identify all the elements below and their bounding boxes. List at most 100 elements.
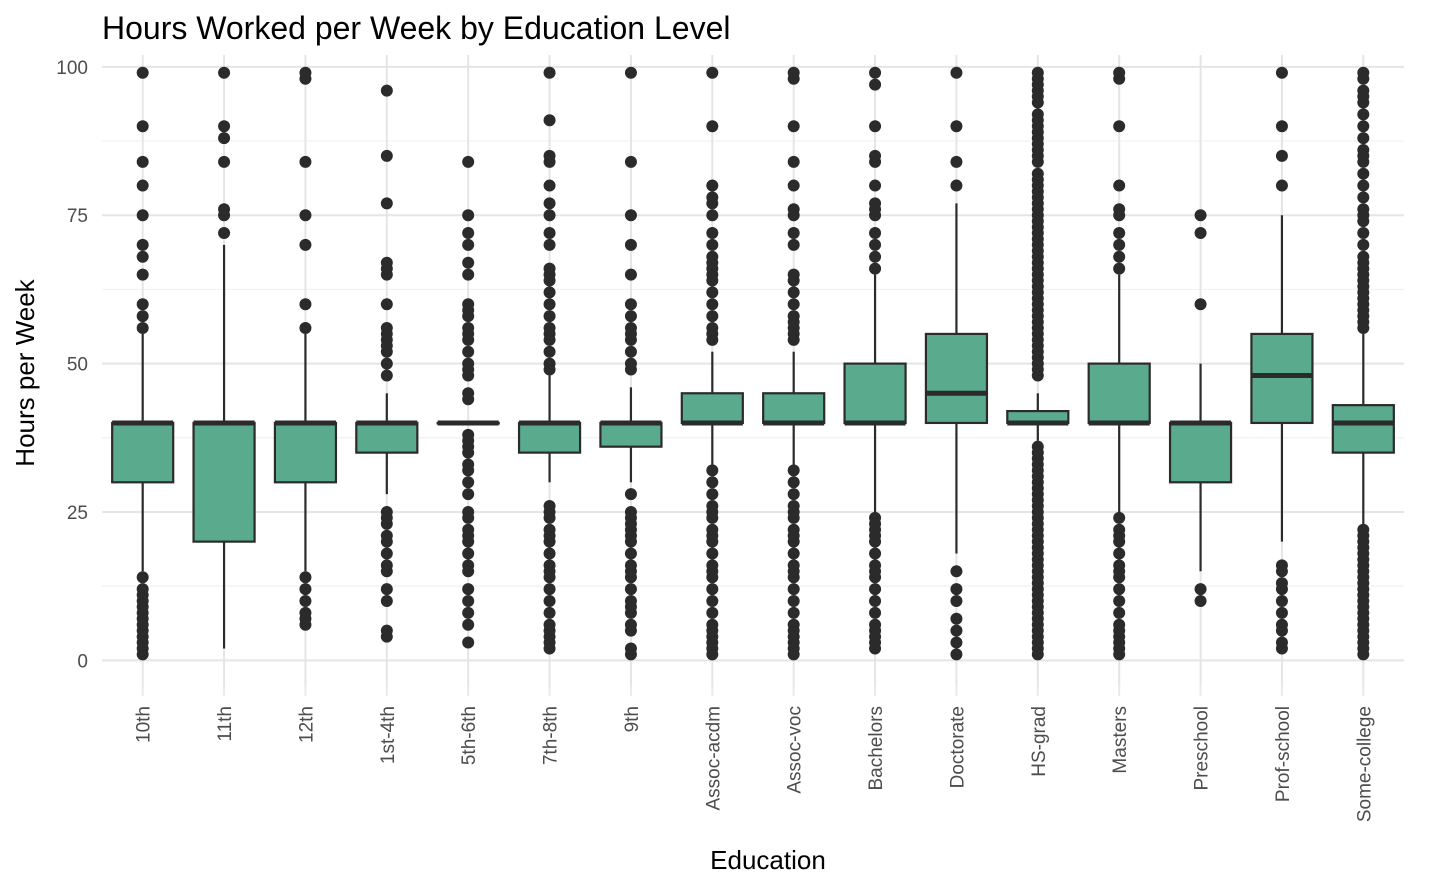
outlier-point <box>299 209 312 222</box>
outlier-point <box>787 66 800 79</box>
outlier-point <box>299 321 312 334</box>
outlier-point <box>136 321 149 334</box>
outlier-point <box>1113 179 1126 192</box>
outlier-point <box>624 345 637 358</box>
outlier-point <box>706 500 719 513</box>
outlier-point <box>787 238 800 251</box>
outlier-point <box>1113 547 1126 560</box>
y-axis-ticks: 0 25 50 75 100 <box>56 58 88 672</box>
outlier-point <box>1357 108 1370 121</box>
iqr-box <box>111 421 175 484</box>
outlier-point <box>869 179 882 192</box>
outlier-point <box>1357 66 1370 79</box>
outlier-point <box>624 310 637 323</box>
outlier-point <box>706 594 719 607</box>
outlier-point <box>624 618 637 631</box>
outlier-point <box>462 298 475 311</box>
outlier-point <box>624 155 637 168</box>
outlier-point <box>787 120 800 133</box>
outlier-point <box>1357 132 1370 145</box>
outlier-point <box>869 250 882 263</box>
outlier-point <box>706 559 719 572</box>
box-preschool <box>1168 363 1233 572</box>
outlier-point <box>869 197 882 210</box>
box-1st-4th <box>355 393 419 495</box>
outlier-point <box>787 476 800 489</box>
y-tick-label: 0 <box>77 651 88 672</box>
iqr-box <box>762 392 826 425</box>
iqr-box <box>1250 332 1314 425</box>
outlier-point <box>706 238 719 251</box>
outlier-point <box>1031 66 1044 79</box>
outlier-point <box>299 571 312 584</box>
outlier-point <box>543 209 556 222</box>
outlier-point <box>1113 262 1126 275</box>
outlier-point <box>462 505 475 518</box>
outlier-point <box>1113 523 1126 536</box>
outlier-point <box>787 203 800 216</box>
outlier-point <box>869 238 882 251</box>
outlier-point <box>787 559 800 572</box>
outlier-point <box>218 227 231 240</box>
outlier-point <box>1275 594 1288 607</box>
outlier-point <box>1194 227 1207 240</box>
outlier-point <box>706 583 719 596</box>
outlier-point <box>1275 636 1288 649</box>
outlier-point <box>706 464 719 477</box>
box-doctorate <box>924 203 989 554</box>
outlier-point <box>1275 577 1288 590</box>
outlier-point <box>543 179 556 192</box>
outlier-point <box>706 250 719 263</box>
box-series <box>111 203 1395 649</box>
outlier-point <box>706 120 719 133</box>
outlier-point <box>543 345 556 358</box>
outlier-point <box>787 488 800 501</box>
outlier-point <box>462 321 475 334</box>
outlier-point <box>136 179 149 192</box>
outlier-point <box>1113 238 1126 251</box>
outlier-point <box>869 559 882 572</box>
outlier-point <box>299 66 312 79</box>
outlier-point <box>706 66 719 79</box>
outlier-point <box>380 84 393 97</box>
box-masters <box>1087 274 1151 512</box>
outlier-point <box>543 606 556 619</box>
major-gridlines <box>102 55 1404 690</box>
x-axis-ticks: 10th 11th 12th 1st-4th 5th-6th 7th-8th 9th Asso… <box>134 686 1375 822</box>
chart-title: Hours Worked per Week by Education Level <box>102 10 730 46</box>
outlier-point <box>624 66 637 79</box>
outlier-point <box>218 120 231 133</box>
y-tick-label: 25 <box>67 503 88 524</box>
x-tick-label: Bachelors <box>866 706 887 791</box>
x-tick-label: Doctorate <box>947 706 968 788</box>
iqr-box <box>517 421 582 454</box>
outlier-point <box>380 321 393 334</box>
outlier-point <box>136 155 149 168</box>
outlier-point <box>706 179 719 192</box>
outlier-point <box>462 458 475 471</box>
outlier-point <box>462 357 475 370</box>
outlier-point <box>543 238 556 251</box>
x-tick-label: Assoc-voc <box>785 706 806 794</box>
outlier-point <box>1194 583 1207 596</box>
outlier-point <box>218 132 231 145</box>
outlier-point <box>1357 167 1370 180</box>
outlier-point <box>950 612 963 625</box>
outlier-point <box>706 547 719 560</box>
outlier-point <box>787 310 800 323</box>
y-axis-title: Hours per Week <box>10 278 40 466</box>
outlier-point <box>218 203 231 216</box>
outlier-point <box>1357 179 1370 192</box>
iqr-box <box>1168 421 1233 484</box>
outlier-point <box>1113 66 1126 79</box>
outlier-point <box>787 594 800 607</box>
outlier-point <box>136 298 149 311</box>
outlier-point <box>380 594 393 607</box>
outlier-point <box>950 565 963 578</box>
outlier-point <box>869 262 882 275</box>
outlier-point <box>543 357 556 370</box>
outlier-point <box>543 227 556 240</box>
outlier-point <box>869 618 882 631</box>
outlier-point <box>380 298 393 311</box>
outlier-point <box>543 66 556 79</box>
